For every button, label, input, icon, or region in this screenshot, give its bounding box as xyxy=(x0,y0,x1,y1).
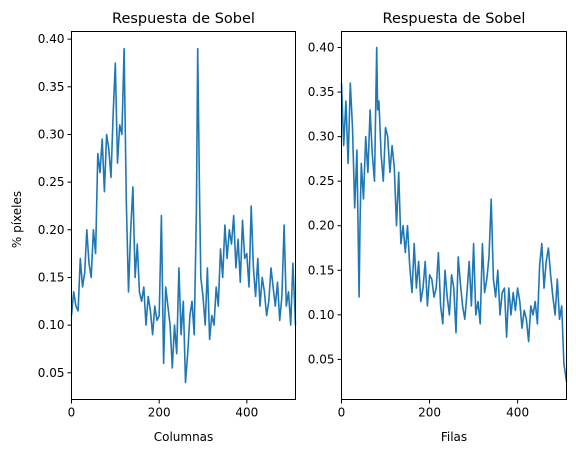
left-chart-xticks: 0 200 400 xyxy=(68,399,258,420)
left-chart-ytick-label: 0.40 xyxy=(38,32,65,46)
left-chart-ytick-label: 0.10 xyxy=(38,318,65,332)
right-chart-xtick-label: 200 xyxy=(418,406,441,420)
right-chart-yticks: 0.05 0.10 0.15 0.20 0.25 0.30 0.35 0.40 xyxy=(308,41,342,366)
left-chart-xtick-label: 200 xyxy=(148,406,171,420)
right-chart-panel: Respuesta de Sobel Filas 0 200 400 0.05 0.1… xyxy=(308,11,568,444)
right-chart-xticks: 0 200 400 xyxy=(338,399,529,420)
left-chart-ytick-label: 0.25 xyxy=(38,175,65,189)
left-chart-xtick-label: 400 xyxy=(235,406,258,420)
right-chart-xlabel: Filas xyxy=(441,430,467,444)
left-chart-yticks: 0.05 0.10 0.15 0.20 0.25 0.30 0.35 0.40 xyxy=(38,32,72,380)
left-chart-series-line xyxy=(70,47,297,384)
right-chart-series-line xyxy=(340,46,568,382)
right-chart-ytick-label: 0.20 xyxy=(308,219,335,233)
right-chart-ytick-label: 0.35 xyxy=(308,85,335,99)
left-chart-panel: Respuesta de Sobel Columnas % píxeles 0 2… xyxy=(10,11,297,444)
left-chart-frame xyxy=(71,31,296,400)
right-chart-xtick-label: 0 xyxy=(338,406,346,420)
left-chart-ytick-label: 0.05 xyxy=(38,366,65,380)
left-chart-xlabel: Columnas xyxy=(154,430,214,444)
left-chart-ytick-label: 0.35 xyxy=(38,80,65,94)
left-chart-title: Respuesta de Sobel xyxy=(112,11,255,27)
left-chart-ytick-label: 0.30 xyxy=(38,127,65,141)
right-chart-lines xyxy=(340,46,568,382)
right-chart-title: Respuesta de Sobel xyxy=(383,11,526,27)
right-chart-ytick-label: 0.40 xyxy=(308,41,335,55)
right-chart-xtick-label: 400 xyxy=(506,406,529,420)
left-chart-lines xyxy=(70,47,297,384)
right-chart-ytick-label: 0.05 xyxy=(308,352,335,366)
right-chart-ytick-label: 0.15 xyxy=(308,263,335,277)
left-chart-xtick-label: 0 xyxy=(68,406,76,420)
left-chart-ytick-label: 0.20 xyxy=(38,223,65,237)
right-chart-ytick-label: 0.30 xyxy=(308,130,335,144)
right-chart-ytick-label: 0.25 xyxy=(308,174,335,188)
left-chart-ylabel: % píxeles xyxy=(10,191,24,248)
left-chart-ytick-label: 0.15 xyxy=(38,270,65,284)
right-chart-ytick-label: 0.10 xyxy=(308,308,335,322)
right-chart-frame xyxy=(341,31,567,400)
